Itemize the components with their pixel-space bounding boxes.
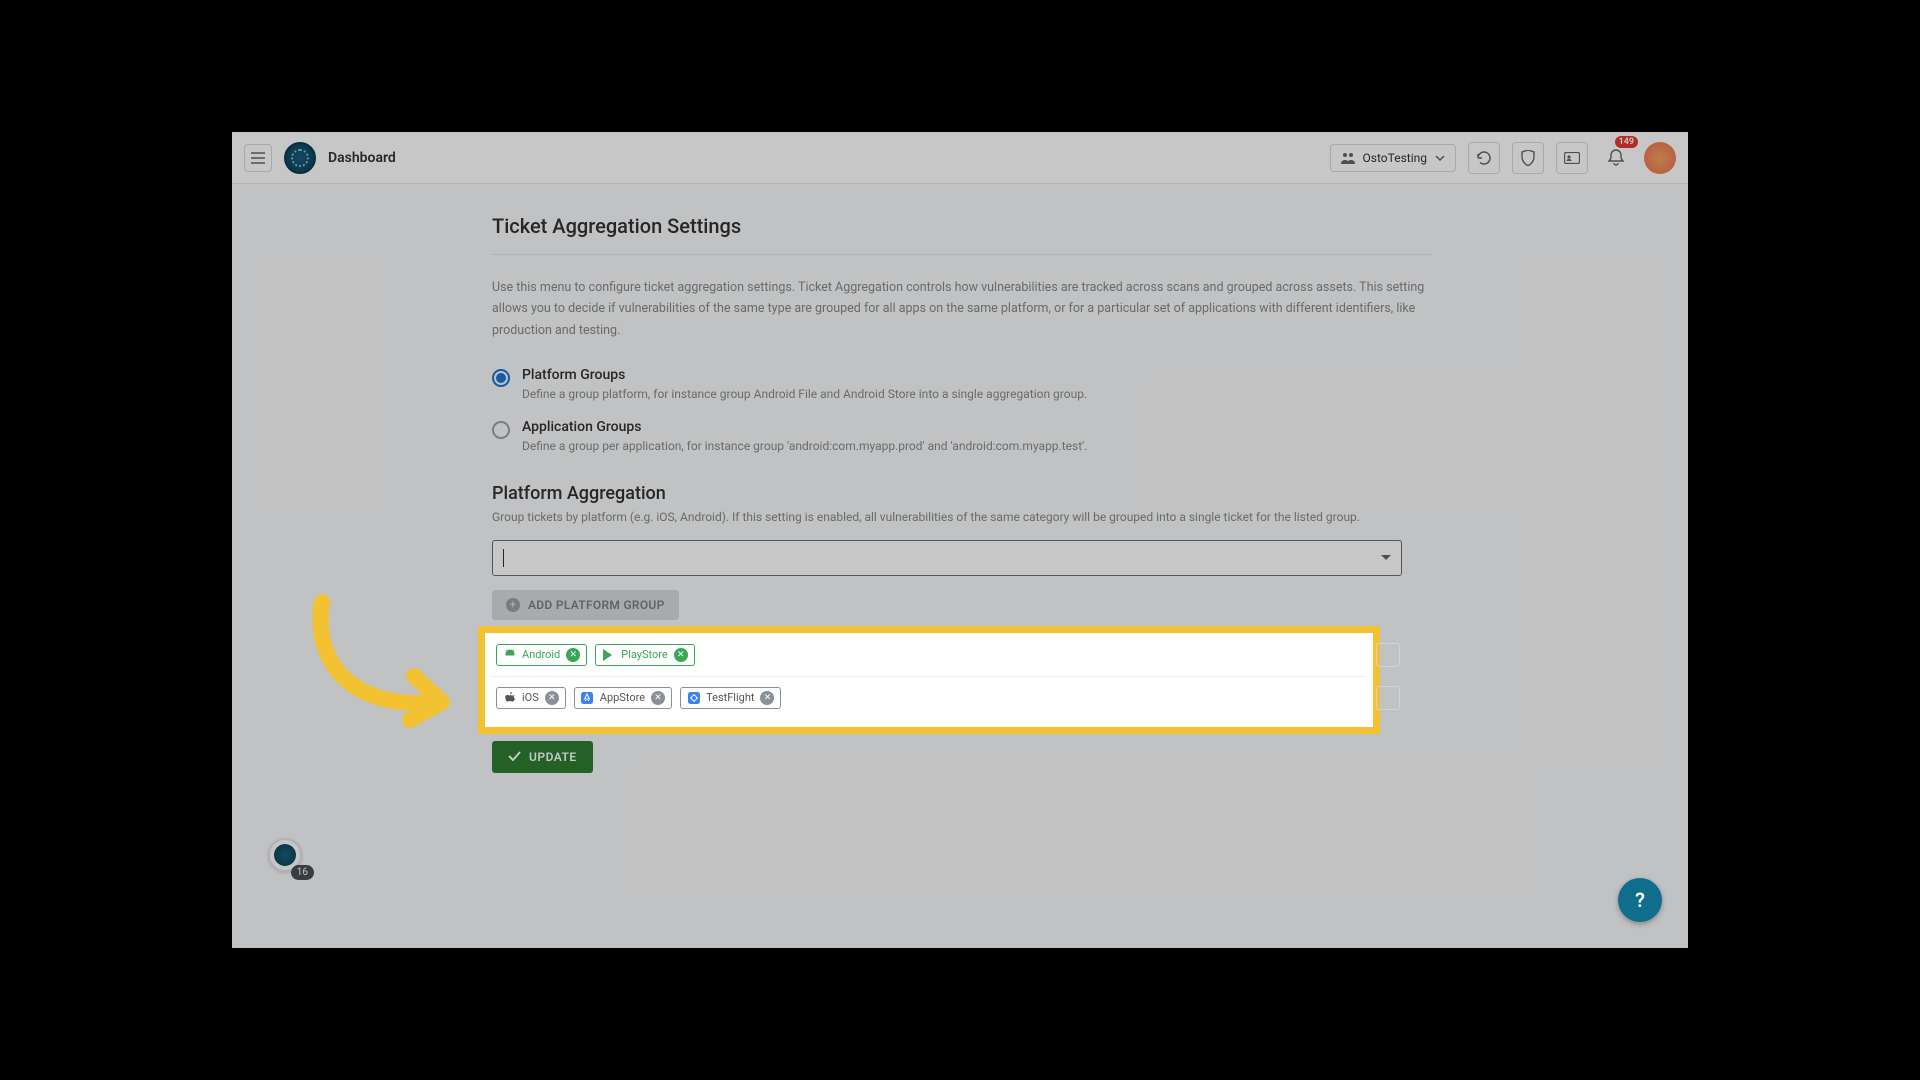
chip-label: AppStore xyxy=(600,691,645,704)
chevron-down-icon xyxy=(1435,155,1445,161)
bottom-left-widget[interactable]: 16 xyxy=(268,838,302,872)
check-icon xyxy=(508,751,521,762)
app-header: Dashboard OstoTesting 149 xyxy=(232,132,1688,184)
chip-android[interactable]: Android ✕ xyxy=(496,644,587,666)
people-icon xyxy=(1341,152,1355,164)
chip-appstore[interactable]: AppStore ✕ xyxy=(574,687,672,709)
group-row-android: Android ✕ PlayStore ✕ xyxy=(492,634,1364,677)
refresh-icon xyxy=(1476,150,1492,166)
main-content: Ticket Aggregation Settings Use this men… xyxy=(232,184,1688,773)
group-row-ios: iOS ✕ AppStore ✕ xyxy=(492,677,1364,719)
brand-logo xyxy=(284,142,316,174)
id-card-icon xyxy=(1564,152,1580,164)
hamburger-icon xyxy=(251,152,265,164)
bell-icon xyxy=(1608,149,1624,167)
chip-remove-icon[interactable]: ✕ xyxy=(760,691,774,705)
org-switcher-button[interactable]: OstoTesting xyxy=(1330,144,1456,172)
radio-icon xyxy=(492,369,510,387)
help-icon: ? xyxy=(1635,888,1645,912)
section-subtitle: Group tickets by platform (e.g. iOS, And… xyxy=(492,510,1432,524)
add-platform-group-button[interactable]: + ADD PLATFORM GROUP xyxy=(492,590,679,620)
text-cursor xyxy=(503,549,504,567)
shield-button[interactable] xyxy=(1512,142,1544,174)
shield-icon xyxy=(1521,150,1535,166)
radio-application-groups[interactable]: Application Groups Define a group per ap… xyxy=(492,419,1432,453)
chip-label: TestFlight xyxy=(706,691,754,704)
radio-platform-groups[interactable]: Platform Groups Define a group platform,… xyxy=(492,367,1432,401)
app-root: Dashboard OstoTesting 149 xyxy=(232,132,1688,948)
menu-toggle-button[interactable] xyxy=(244,144,272,172)
page-title-header: Dashboard xyxy=(328,150,396,166)
testflight-icon xyxy=(687,691,700,704)
row-action-button[interactable] xyxy=(1376,643,1400,667)
chip-label: PlayStore xyxy=(621,648,667,661)
notifications-button[interactable]: 149 xyxy=(1600,142,1632,174)
plus-icon: + xyxy=(506,598,520,612)
chip-remove-icon[interactable]: ✕ xyxy=(651,691,665,705)
settings-description: Use this menu to configure ticket aggreg… xyxy=(492,277,1432,341)
radio-label: Application Groups xyxy=(522,419,1087,435)
android-icon xyxy=(503,648,516,661)
settings-title: Ticket Aggregation Settings xyxy=(492,214,1432,255)
widget-count-badge: 16 xyxy=(291,865,314,880)
update-button[interactable]: UPDATE xyxy=(492,741,593,773)
dropdown-caret-icon xyxy=(1381,555,1391,560)
user-avatar[interactable] xyxy=(1644,142,1676,174)
radio-icon xyxy=(492,421,510,439)
section-title: Platform Aggregation xyxy=(492,483,1432,504)
chip-playstore[interactable]: PlayStore ✕ xyxy=(595,644,694,666)
radio-label: Platform Groups xyxy=(522,367,1087,383)
add-button-label: ADD PLATFORM GROUP xyxy=(528,598,665,612)
chip-remove-icon[interactable]: ✕ xyxy=(545,691,559,705)
platform-select-input[interactable] xyxy=(492,540,1402,576)
radio-sublabel: Define a group per application, for inst… xyxy=(522,439,1087,453)
widget-logo-icon xyxy=(274,844,296,866)
chip-remove-icon[interactable]: ✕ xyxy=(674,648,688,662)
update-button-label: UPDATE xyxy=(529,750,577,764)
chip-label: iOS xyxy=(522,691,539,704)
radio-sublabel: Define a group platform, for instance gr… xyxy=(522,387,1087,401)
chip-testflight[interactable]: TestFlight ✕ xyxy=(680,687,781,709)
org-name-label: OstoTesting xyxy=(1363,151,1427,165)
id-card-button[interactable] xyxy=(1556,142,1588,174)
playstore-icon xyxy=(602,648,615,661)
refresh-button[interactable] xyxy=(1468,142,1500,174)
help-fab-button[interactable]: ? xyxy=(1618,878,1662,922)
chip-label: Android xyxy=(522,648,560,661)
chip-remove-icon[interactable]: ✕ xyxy=(566,648,580,662)
row-action-button[interactable] xyxy=(1376,686,1400,710)
notification-count-badge: 149 xyxy=(1615,136,1638,148)
apple-icon xyxy=(503,691,516,704)
platform-groups-list: Android ✕ PlayStore ✕ xyxy=(492,634,1432,719)
aggregation-radio-group: Platform Groups Define a group platform,… xyxy=(492,367,1432,453)
appstore-icon xyxy=(581,691,594,704)
chip-ios[interactable]: iOS ✕ xyxy=(496,687,566,709)
